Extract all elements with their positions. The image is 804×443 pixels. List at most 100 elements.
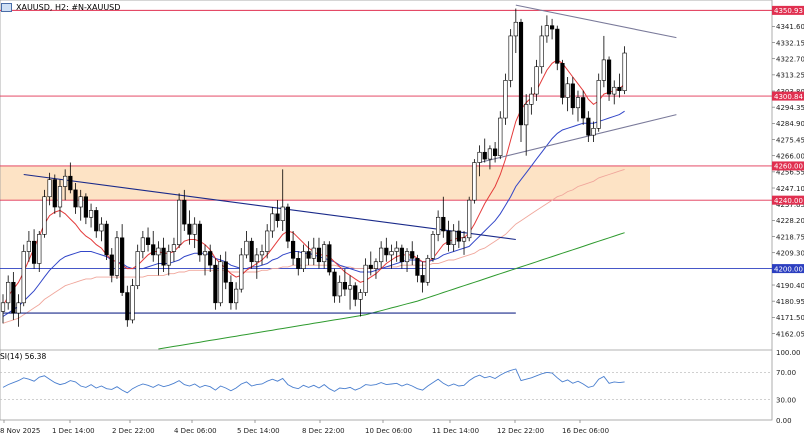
- candle-bear: [617, 86, 622, 91]
- candle-bear: [415, 258, 420, 276]
- candle-bear: [68, 175, 73, 191]
- candle-bear: [420, 275, 425, 283]
- candle-bull: [544, 25, 549, 37]
- rsi-line: [2, 368, 625, 394]
- level-labels-layer: 4350.93 4300.84 4260.00 4240.00 4200.00: [772, 5, 804, 274]
- candle-bull: [612, 86, 617, 95]
- candle-bear: [586, 117, 591, 136]
- candle-bear: [125, 292, 130, 321]
- candle-bull: [57, 186, 63, 208]
- candle-bull: [534, 66, 539, 95]
- candle-bull: [244, 240, 249, 256]
- candle-bull: [6, 281, 11, 304]
- rsi-tick-label: 30.00: [776, 396, 796, 404]
- candle-bull: [379, 247, 384, 263]
- candle-bear: [52, 179, 57, 208]
- indicator-label: SI(14) 56.38: [0, 352, 47, 361]
- candle-bull: [596, 80, 601, 129]
- candle-bull: [425, 258, 430, 283]
- level-label-4240.00: 4240.00: [774, 197, 803, 205]
- candle-bull: [156, 247, 161, 256]
- candle-bear: [285, 206, 291, 242]
- candle-bear: [384, 247, 389, 256]
- rsi-tick-label: 100.00: [776, 349, 801, 357]
- price-tick-label: 4162.05: [776, 330, 804, 338]
- price-tick-label: 4332.15: [776, 39, 804, 47]
- candle-bull: [259, 251, 265, 256]
- price-tick-label: 4247.10: [776, 185, 804, 193]
- trendline-descending: [23, 173, 516, 241]
- candle-bull: [389, 251, 394, 256]
- trendline-triangle-lower: [479, 114, 677, 164]
- supply-zone-layer: [0, 165, 650, 201]
- ma-long-line: [158, 232, 625, 350]
- candle-bull: [622, 52, 627, 91]
- candle-bull: [513, 21, 518, 37]
- candle-bull: [218, 261, 223, 304]
- candle-bull: [591, 128, 596, 136]
- candle-bull: [239, 254, 244, 290]
- time-tick-label: 8 Dec 22:00: [302, 427, 345, 435]
- candle-bull: [565, 83, 570, 98]
- price-tick-label: 4209.30: [776, 249, 804, 257]
- price-tick-label: 4294.35: [776, 104, 804, 112]
- candle-bull: [42, 196, 47, 235]
- candle-bull: [270, 213, 275, 232]
- candle-bear: [109, 254, 114, 276]
- level-label-4300.84: 4300.84: [774, 93, 803, 101]
- price-axis: 4341.604332.154322.704313.254303.804294.…: [772, 23, 804, 338]
- candle-bull: [78, 196, 83, 208]
- candle-bear: [213, 264, 218, 304]
- candle-bull: [192, 223, 197, 235]
- candle-bull: [461, 237, 467, 242]
- trendlines-layer: [3, 4, 677, 314]
- level-label-bg-4300.84: [772, 91, 804, 101]
- candle-bear: [549, 25, 555, 30]
- candle-bull: [404, 251, 410, 263]
- candle-bull: [254, 254, 259, 263]
- candle-bear: [441, 216, 446, 232]
- time-tick-label: 12 Dec 22:00: [497, 427, 544, 435]
- candle-bull: [601, 59, 606, 81]
- candle-bull: [347, 285, 353, 290]
- candle-bear: [296, 258, 301, 269]
- candle-bull: [234, 288, 239, 304]
- candle-bear: [151, 244, 156, 256]
- price-tick-label: 4256.55: [776, 169, 804, 177]
- time-tick-label: 8 Nov 2025: [0, 427, 40, 435]
- candle-bull: [26, 240, 32, 252]
- candle-bear: [560, 62, 565, 98]
- candle-bull: [529, 93, 534, 105]
- candle-bull: [88, 210, 94, 218]
- candle-bear: [446, 230, 451, 245]
- price-tick-label: 4284.90: [776, 120, 804, 128]
- candle-bear: [197, 223, 202, 256]
- level-label-4200.00: 4200.00: [774, 265, 803, 273]
- candle-bull: [301, 251, 306, 269]
- candle-bear: [83, 196, 88, 218]
- chart-window-icon: [1, 2, 12, 12]
- candle-bear: [306, 251, 311, 259]
- candle-bear: [161, 247, 166, 266]
- symbol-title: XAUUSD, H2: #N-XAUUSD: [16, 2, 121, 12]
- candle-bear: [410, 251, 415, 259]
- candle-bull: [63, 175, 68, 187]
- candle-bear: [182, 199, 187, 225]
- candle-bear: [518, 21, 524, 126]
- candle-bull: [430, 234, 436, 259]
- price-tick-label: 4322.70: [776, 55, 804, 63]
- price-tick-label: 4266.00: [776, 152, 804, 160]
- level-label-bg-4200.00: [772, 264, 804, 274]
- level-label-bg-4260.00: [772, 161, 804, 171]
- horizontal-levels-layer: [0, 9, 772, 270]
- candle-bear: [187, 223, 192, 235]
- candle-bear: [94, 210, 99, 232]
- candle-bear: [570, 83, 575, 109]
- candle-bear: [145, 237, 151, 245]
- price-tick-label: 4275.45: [776, 136, 804, 144]
- candle-bull: [472, 162, 477, 201]
- candle-bear: [120, 237, 125, 293]
- price-tick-label: 4180.95: [776, 298, 804, 306]
